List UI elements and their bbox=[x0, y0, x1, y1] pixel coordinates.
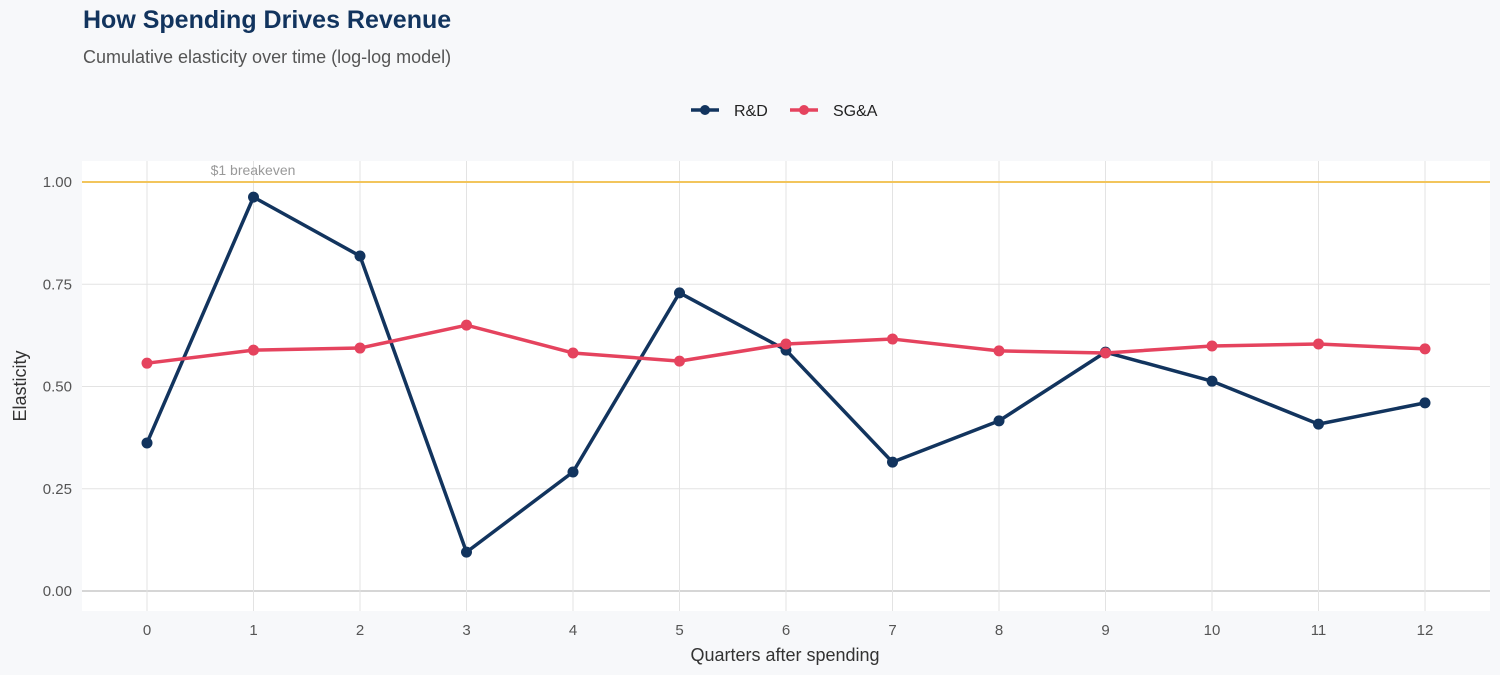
x-tick-label: 1 bbox=[249, 622, 257, 639]
x-tick-label: 9 bbox=[1101, 622, 1109, 639]
y-tick-label: 0.00 bbox=[43, 583, 72, 600]
data-point bbox=[887, 456, 898, 468]
x-tick-label: 7 bbox=[888, 622, 896, 639]
data-point bbox=[248, 191, 259, 203]
x-tick-label: 5 bbox=[675, 622, 683, 639]
data-point bbox=[567, 466, 579, 478]
data-point bbox=[1419, 397, 1431, 409]
y-tick-label: 1.00 bbox=[43, 174, 72, 191]
data-point bbox=[887, 333, 898, 345]
x-tick-label: 12 bbox=[1417, 622, 1434, 639]
data-point bbox=[354, 342, 366, 354]
legend-label: R&D bbox=[734, 103, 768, 120]
x-tick-label: 0 bbox=[143, 622, 151, 639]
data-point bbox=[1206, 340, 1218, 352]
data-point bbox=[1100, 347, 1111, 359]
data-point bbox=[674, 355, 685, 367]
data-point bbox=[141, 437, 153, 449]
data-point bbox=[1313, 418, 1324, 430]
x-tick-label: 3 bbox=[462, 622, 470, 639]
data-point bbox=[1419, 343, 1431, 355]
data-point bbox=[354, 250, 366, 262]
x-tick-label: 2 bbox=[356, 622, 364, 639]
x-tick-label: 6 bbox=[782, 622, 790, 639]
data-point bbox=[461, 546, 472, 558]
legend-key-point bbox=[799, 105, 809, 115]
data-point bbox=[141, 357, 153, 369]
data-point bbox=[674, 287, 685, 299]
legend-label: SG&A bbox=[833, 103, 878, 120]
x-tick-label: 8 bbox=[995, 622, 1003, 639]
x-tick-label: 11 bbox=[1311, 622, 1327, 639]
data-point bbox=[1206, 375, 1218, 387]
y-axis-label: Elasticity bbox=[10, 350, 30, 421]
y-tick-label: 0.75 bbox=[43, 276, 72, 293]
x-axis-label: Quarters after spending bbox=[690, 645, 879, 665]
x-tick-label: 10 bbox=[1204, 622, 1221, 639]
breakeven-label: $1 breakeven bbox=[211, 162, 296, 178]
data-point bbox=[780, 338, 792, 350]
y-tick-label: 0.25 bbox=[43, 481, 72, 498]
y-tick-label: 0.50 bbox=[43, 379, 72, 396]
chart-title: How Spending Drives Revenue bbox=[83, 6, 452, 34]
data-point bbox=[993, 345, 1005, 357]
data-point bbox=[248, 344, 259, 356]
chart-subtitle: Cumulative elasticity over time (log-log… bbox=[83, 47, 452, 67]
data-point bbox=[567, 347, 579, 359]
x-tick-label: 4 bbox=[569, 622, 577, 639]
legend-key-point bbox=[700, 105, 710, 115]
data-point bbox=[1313, 338, 1324, 350]
data-point bbox=[993, 415, 1005, 427]
data-point bbox=[461, 319, 472, 331]
